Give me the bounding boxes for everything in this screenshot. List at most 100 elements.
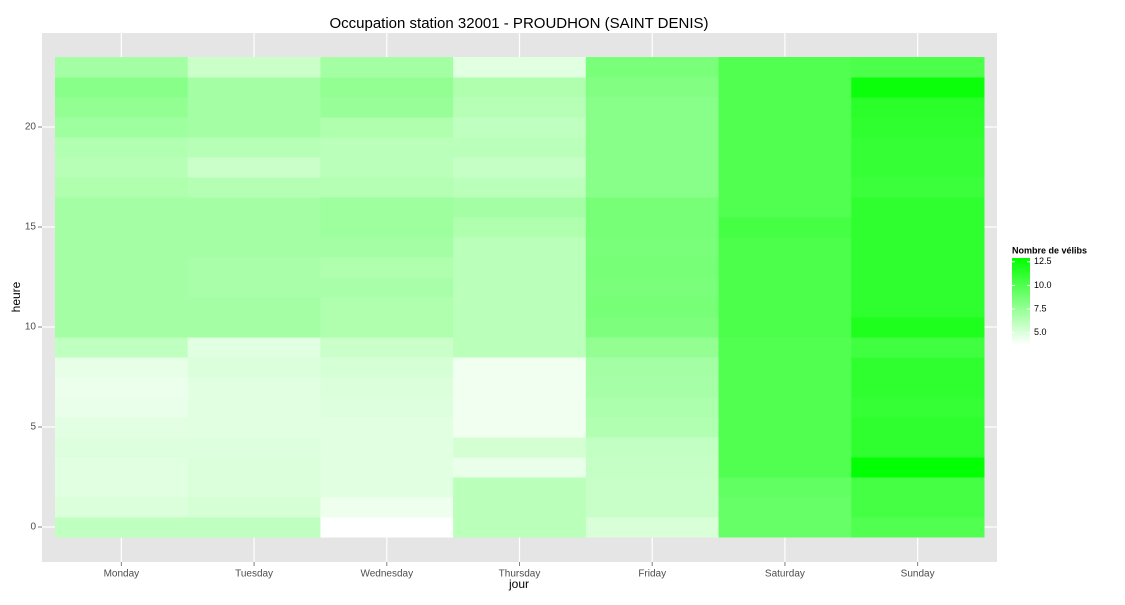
heat-cell xyxy=(453,437,587,458)
heat-cell xyxy=(187,517,321,538)
heat-cell xyxy=(55,157,189,178)
heat-cell xyxy=(718,157,852,178)
heat-cell xyxy=(851,177,985,198)
heat-cell xyxy=(55,497,189,518)
heat-cell xyxy=(851,217,985,238)
heat-cell xyxy=(718,457,852,478)
heat-cell xyxy=(851,117,985,138)
heat-cell xyxy=(585,477,720,498)
heat-cell xyxy=(55,257,189,278)
heat-cell xyxy=(320,517,454,538)
heat-cell xyxy=(585,237,720,258)
heat-cell xyxy=(453,277,587,298)
heat-cell xyxy=(187,177,321,198)
heat-cell xyxy=(187,237,321,258)
heat-cell xyxy=(55,177,189,198)
heat-cell xyxy=(187,157,321,178)
heat-cell xyxy=(187,317,321,338)
heat-cell xyxy=(453,217,587,238)
heat-cell xyxy=(453,357,587,378)
heat-cell xyxy=(187,397,321,418)
heat-cell xyxy=(55,457,189,478)
heat-cell xyxy=(718,337,852,358)
heat-cell xyxy=(718,397,852,418)
heat-cell xyxy=(851,157,985,178)
heat-cell xyxy=(187,137,321,158)
heat-cell xyxy=(320,217,454,238)
heat-cell xyxy=(187,297,321,318)
heat-cell xyxy=(320,57,454,78)
heat-cell xyxy=(585,57,720,78)
heat-cell xyxy=(55,77,189,98)
heat-cell xyxy=(453,517,587,538)
heat-cell xyxy=(55,517,189,538)
heat-cell xyxy=(585,297,720,318)
heat-cell xyxy=(718,257,852,278)
heat-cell xyxy=(585,217,720,238)
heat-cell xyxy=(453,477,587,498)
heat-cell xyxy=(187,77,321,98)
heat-cell xyxy=(453,57,587,78)
heat-cell xyxy=(851,437,985,458)
heat-cell xyxy=(851,497,985,518)
heat-cell xyxy=(187,417,321,438)
heat-cell xyxy=(851,357,985,378)
x-tick-label: Tuesday xyxy=(235,569,273,580)
chart-title: Occupation station 32001 - PROUDHON (SAI… xyxy=(329,15,708,32)
heat-cell xyxy=(851,197,985,218)
heat-cell xyxy=(453,197,587,218)
heat-cell xyxy=(453,457,587,478)
heat-cell xyxy=(585,97,720,118)
heat-cell xyxy=(718,237,852,258)
heat-cell xyxy=(55,357,189,378)
x-tick-label: Saturday xyxy=(765,569,805,580)
heat-cell xyxy=(585,77,720,98)
x-tick-label: Friday xyxy=(638,569,666,580)
heat-cell xyxy=(320,97,454,118)
heat-cell xyxy=(718,357,852,378)
heat-cell xyxy=(585,497,720,518)
heat-cell xyxy=(187,197,321,218)
heat-cell xyxy=(718,177,852,198)
heat-cell xyxy=(851,137,985,158)
heat-cell xyxy=(453,257,587,278)
heat-cell xyxy=(55,417,189,438)
legend-tick-label: 7.5 xyxy=(1034,303,1047,313)
y-tick-label: 20 xyxy=(25,122,37,133)
heat-cell xyxy=(55,57,189,78)
heat-cell xyxy=(585,517,720,538)
heat-cell xyxy=(453,137,587,158)
heat-cell xyxy=(187,357,321,378)
heat-cell xyxy=(585,317,720,338)
heat-cell xyxy=(718,437,852,458)
heat-cell xyxy=(718,197,852,218)
x-tick-label: Thursday xyxy=(499,569,541,580)
heat-cell xyxy=(187,277,321,298)
heat-cell xyxy=(851,277,985,298)
heat-cell xyxy=(187,117,321,138)
heat-cell xyxy=(851,297,985,318)
heat-cell xyxy=(585,437,720,458)
heat-cell xyxy=(851,417,985,438)
heat-cell xyxy=(320,417,454,438)
heat-cell xyxy=(851,237,985,258)
heat-cell xyxy=(851,517,985,538)
heat-cell xyxy=(320,397,454,418)
heat-cell xyxy=(320,137,454,158)
heat-cell xyxy=(320,337,454,358)
y-tick-label: 0 xyxy=(30,522,36,533)
heat-cell xyxy=(718,137,852,158)
heat-cell xyxy=(320,457,454,478)
heat-cell xyxy=(55,217,189,238)
heat-cell xyxy=(55,277,189,298)
heat-cell xyxy=(320,117,454,138)
heat-cell xyxy=(320,177,454,198)
heat-cell xyxy=(585,257,720,278)
heat-cell xyxy=(320,257,454,278)
heat-cell xyxy=(187,337,321,358)
heat-cell xyxy=(453,177,587,198)
heat-cell xyxy=(585,137,720,158)
heat-cell xyxy=(320,197,454,218)
heat-cell xyxy=(320,297,454,318)
